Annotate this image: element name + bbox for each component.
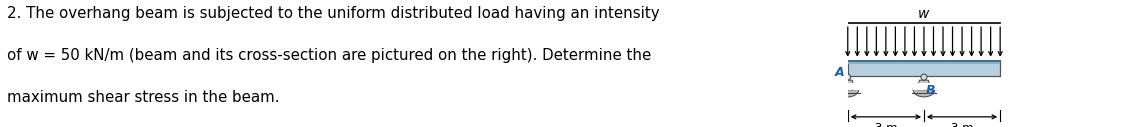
- Bar: [848, 61, 1000, 64]
- Text: 3 m: 3 m: [950, 122, 973, 127]
- Bar: [848, 61, 1000, 76]
- Ellipse shape: [913, 83, 934, 97]
- Text: w: w: [918, 7, 930, 21]
- Polygon shape: [917, 80, 931, 90]
- Ellipse shape: [836, 83, 858, 97]
- Text: A: A: [835, 66, 844, 79]
- Text: B: B: [925, 84, 934, 97]
- Bar: [913, 83, 934, 90]
- Text: of w = 50 kN/m (beam and its cross-section are pictured on the right). Determine: of w = 50 kN/m (beam and its cross-secti…: [7, 48, 652, 63]
- Circle shape: [844, 74, 851, 80]
- Bar: [836, 83, 858, 90]
- Circle shape: [921, 74, 927, 80]
- Text: 3 m: 3 m: [874, 122, 897, 127]
- Text: 2. The overhang beam is subjected to the uniform distributed load having an inte: 2. The overhang beam is subjected to the…: [7, 6, 660, 21]
- Polygon shape: [841, 80, 855, 90]
- Text: maximum shear stress in the beam.: maximum shear stress in the beam.: [7, 90, 280, 105]
